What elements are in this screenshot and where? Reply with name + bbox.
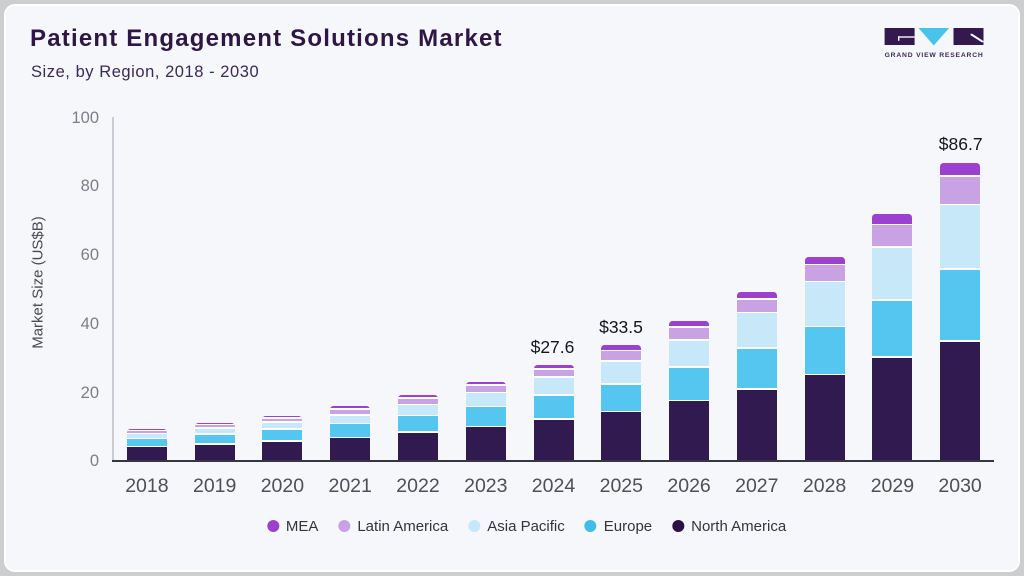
- svg-text:GRAND VIEW RESEARCH: GRAND VIEW RESEARCH: [885, 52, 984, 59]
